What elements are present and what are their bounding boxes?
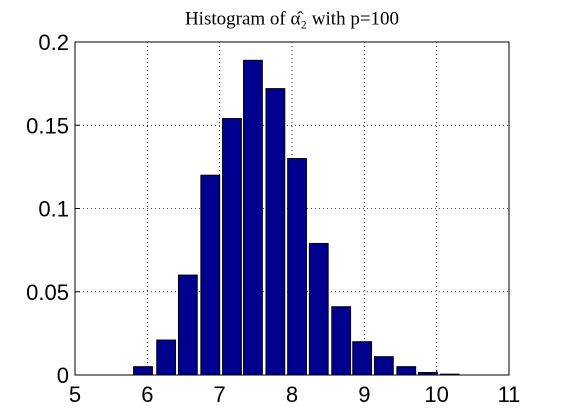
bar [222,118,242,376]
x-tick-label: 10 [424,382,448,407]
chart-title: Histogram of α̂₂ with p=100 [185,8,399,29]
x-tick-label: 6 [141,382,153,407]
y-tick-label: 0.05 [26,280,69,305]
x-tick-label: 5 [69,382,81,407]
y-tick-label: 0 [57,363,69,388]
bar [200,174,221,376]
bar [373,356,394,376]
bar [352,341,373,376]
bar [133,366,153,376]
bar [243,59,263,376]
y-tick-label: 0.2 [38,30,69,55]
bar [287,158,307,376]
x-tick-label: 7 [214,382,226,407]
x-tick-label: 9 [358,382,370,407]
axes-frame [74,41,510,376]
y-tick-label: 0.15 [26,113,69,138]
bar [331,306,352,376]
bar [177,274,198,376]
bar [156,339,177,376]
x-tick-label: 8 [286,382,298,407]
bar [265,88,286,376]
bar [308,242,329,376]
y-tick-label: 0.1 [38,197,69,222]
x-tick-label: 11 [498,382,521,407]
bar [396,366,417,376]
